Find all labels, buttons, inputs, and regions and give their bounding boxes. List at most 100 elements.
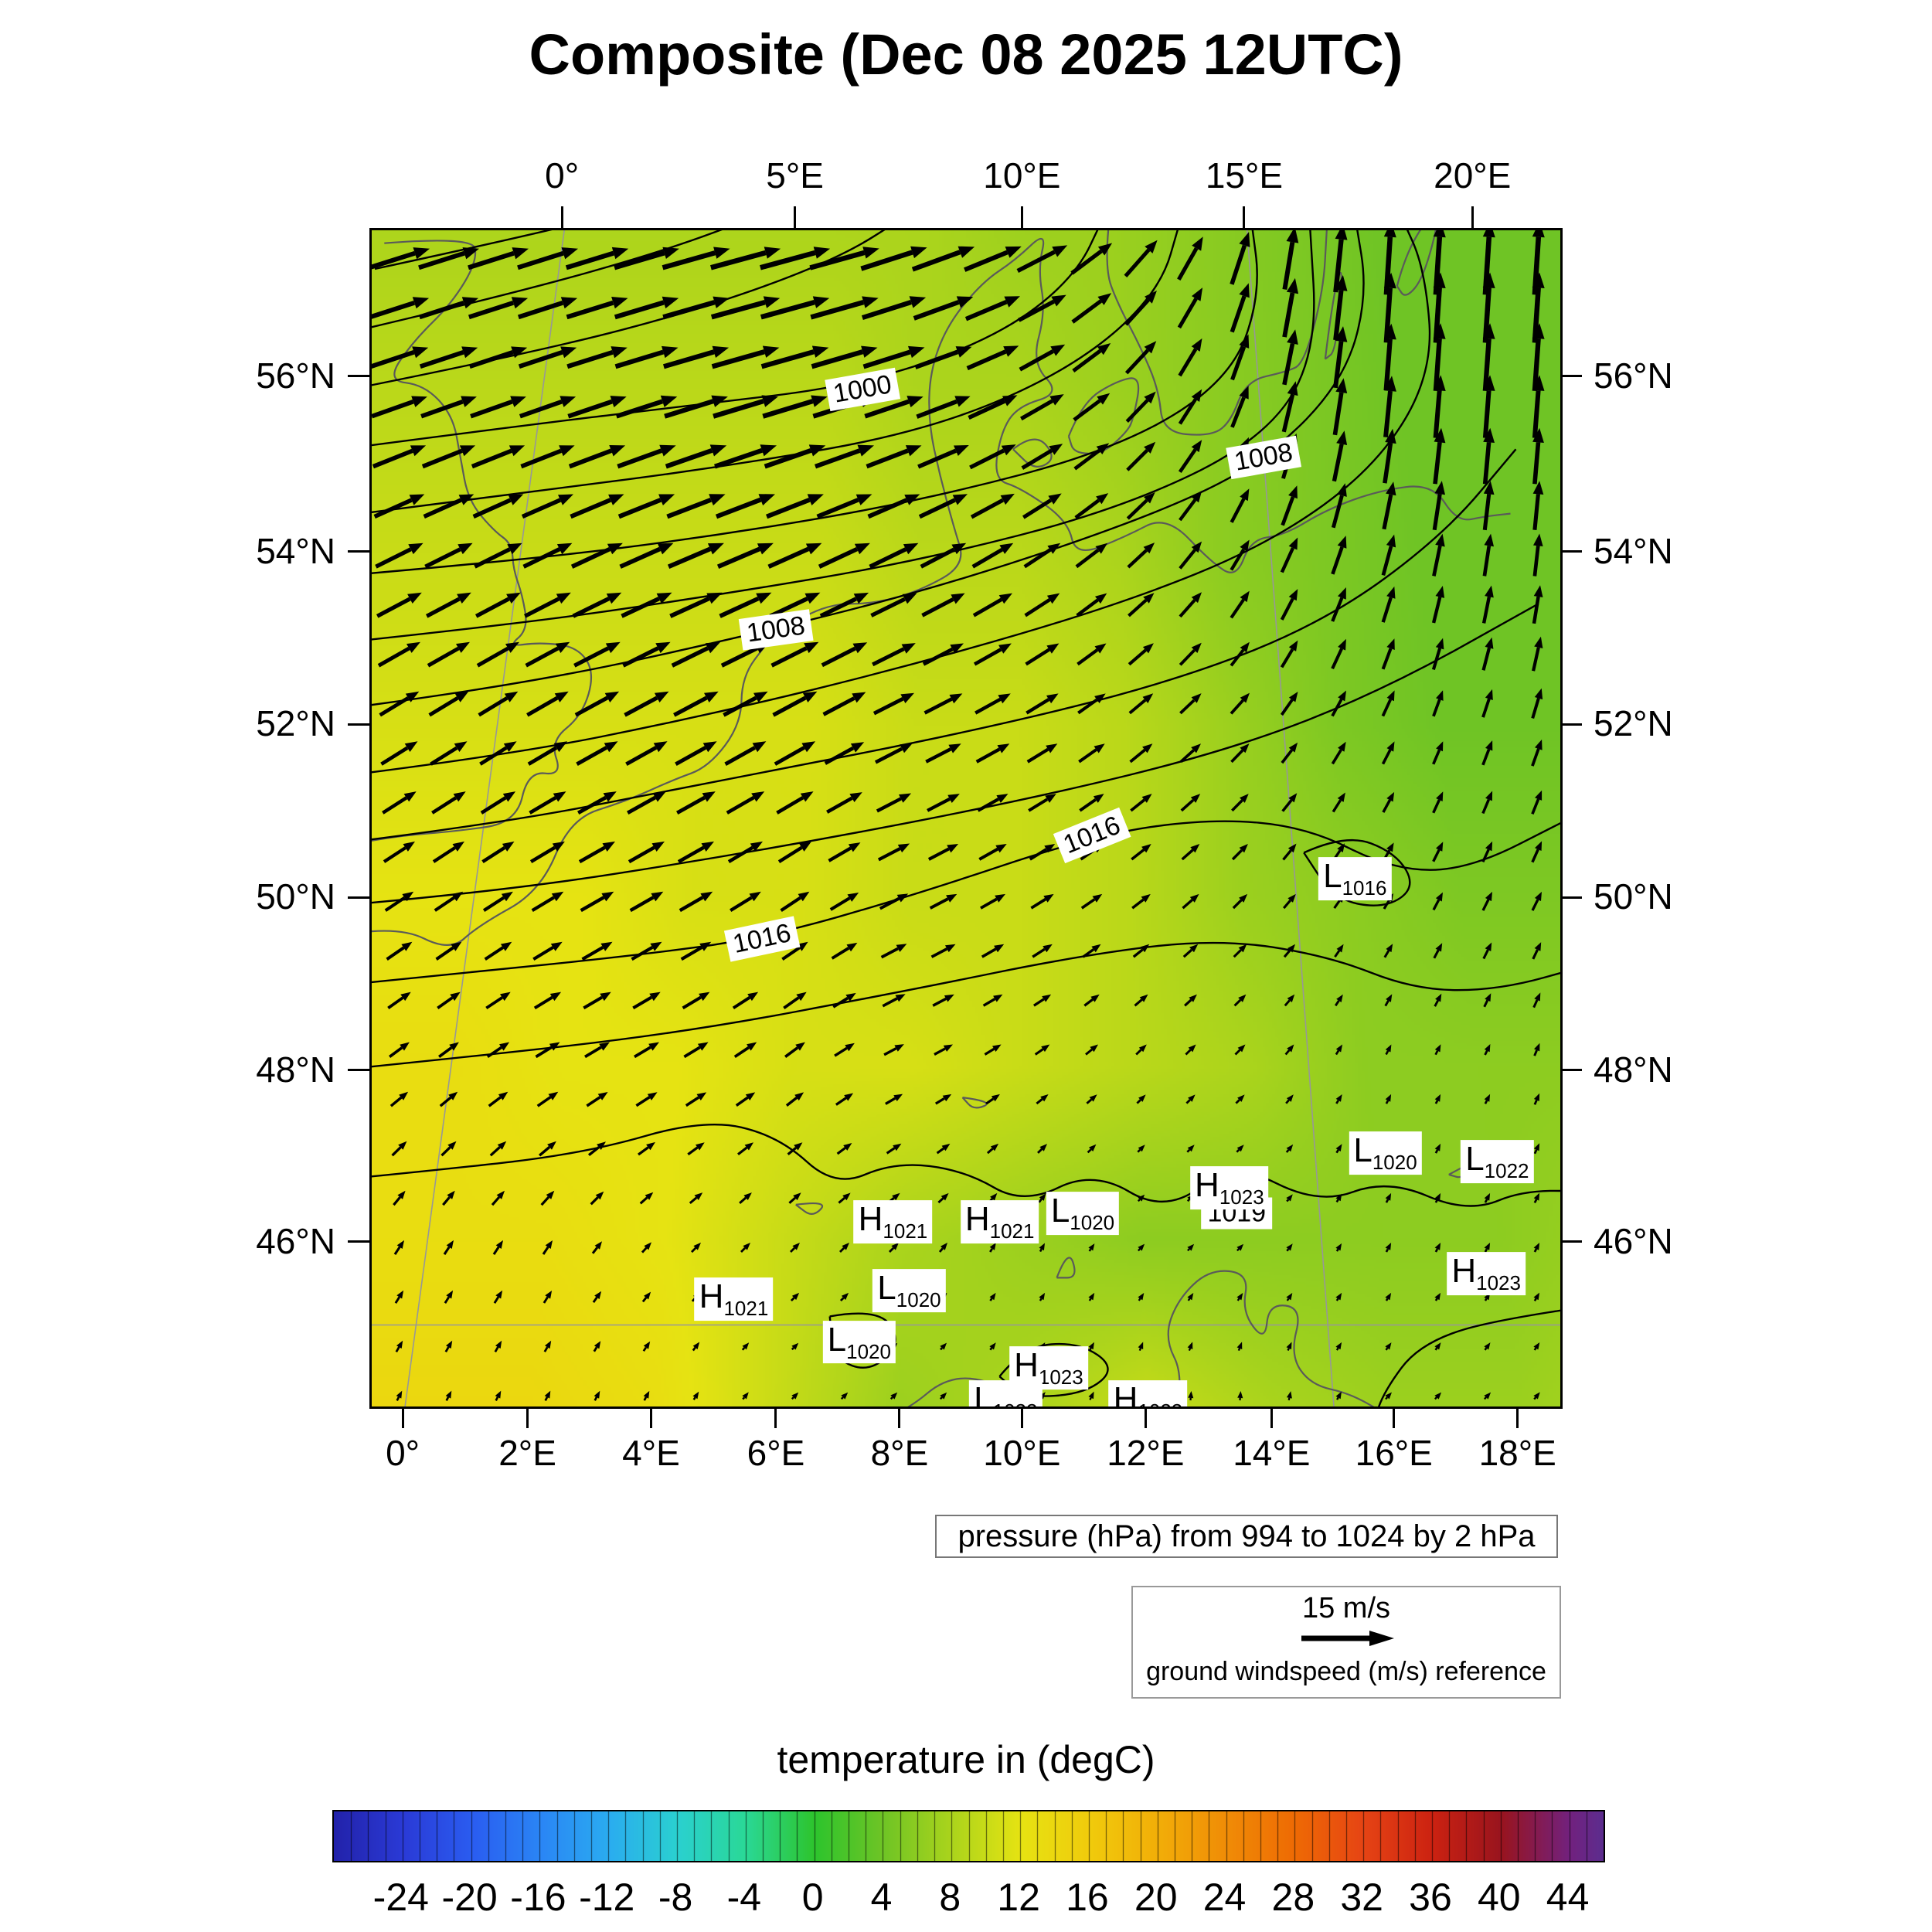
wind-vector-head xyxy=(1287,381,1298,396)
wind-vector xyxy=(781,946,801,961)
wind-vector-head xyxy=(794,1092,804,1101)
wind-vector xyxy=(1531,899,1539,911)
wind-vector-head xyxy=(990,1143,999,1151)
wind-vector xyxy=(1434,1347,1438,1351)
wind-vector-head xyxy=(1094,693,1106,703)
wind-vector xyxy=(573,646,610,668)
wind-vector xyxy=(1335,1149,1339,1154)
wind-vector xyxy=(1036,1098,1043,1105)
wind-vector xyxy=(886,1147,896,1155)
axis-tick-label-bottom: 4°E xyxy=(622,1433,680,1473)
wind-vector xyxy=(1127,549,1148,569)
wind-vector xyxy=(488,1096,502,1107)
wind-vector xyxy=(1230,648,1245,667)
wind-vector-head xyxy=(841,1292,849,1301)
map-plot-area: 1000 1008 1008 1016 1016 1019 L1016 L1020 L1022 H… xyxy=(369,228,1563,1409)
wind-vector xyxy=(872,647,905,667)
wind-vector xyxy=(627,795,656,815)
wind-vector xyxy=(1385,1199,1389,1203)
wind-vector-head xyxy=(446,1290,454,1299)
wind-vector-head xyxy=(412,297,430,309)
wind-vector xyxy=(1128,699,1147,715)
wind-vector-head xyxy=(1335,1044,1343,1053)
wind-vector xyxy=(818,546,859,569)
wind-vector-head xyxy=(743,1192,752,1200)
wind-vector xyxy=(790,1247,796,1253)
wind-vector xyxy=(860,250,913,271)
wind-vector-head xyxy=(791,1342,799,1350)
wind-vector-head xyxy=(1236,1293,1243,1301)
wind-vector-head xyxy=(955,346,972,358)
wind-vector-head xyxy=(397,1190,406,1199)
wind-vector-head xyxy=(1532,230,1545,238)
wind-vector-head xyxy=(399,1091,409,1100)
wind-vector-head xyxy=(758,494,775,506)
wind-vector xyxy=(489,1146,501,1157)
wind-vector-head xyxy=(1287,893,1296,903)
wind-vector-head xyxy=(1533,1192,1540,1201)
wind-vector-head xyxy=(900,743,913,753)
wind-vector xyxy=(1287,1348,1290,1352)
wind-vector xyxy=(590,1196,599,1206)
wind-vector-head xyxy=(1533,1292,1540,1301)
axis-tick-label-bottom: 0° xyxy=(386,1433,420,1473)
wind-vector-head xyxy=(862,296,879,308)
wind-vector xyxy=(975,747,1001,764)
wind-vector xyxy=(923,697,953,715)
wind-vector xyxy=(380,746,409,766)
wind-vector-head xyxy=(1089,1094,1097,1102)
wind-vector-head xyxy=(651,841,665,852)
wind-vector-head xyxy=(498,1091,509,1100)
wind-vector-head xyxy=(611,297,628,309)
wind-vector-head xyxy=(1386,586,1396,599)
wind-vector xyxy=(529,796,557,815)
wind-vector xyxy=(713,399,764,419)
wind-vector-head xyxy=(1000,493,1015,505)
wind-vector xyxy=(1018,299,1055,322)
wind-vector xyxy=(584,1046,602,1059)
axis-tick-label-bottom: 8°E xyxy=(870,1433,929,1473)
wind-vector xyxy=(375,547,412,569)
wind-vector xyxy=(423,498,462,519)
colorbar-tick-28: 28 xyxy=(1271,1876,1315,1919)
wind-vector xyxy=(1079,798,1097,812)
wind-vector-head xyxy=(1088,1391,1094,1400)
wind-vector-head xyxy=(1336,944,1344,953)
wind-vector-head xyxy=(952,494,968,505)
wind-vector-head xyxy=(651,891,664,902)
wind-vector xyxy=(1432,493,1442,531)
wind-vector-head xyxy=(660,395,678,407)
wind-vector-head xyxy=(943,1044,953,1052)
coastline xyxy=(795,1202,823,1215)
wind-vector xyxy=(494,1346,499,1353)
wind-vector xyxy=(1481,899,1490,911)
wind-vector xyxy=(937,1197,944,1204)
wind-vector xyxy=(1331,749,1342,765)
wind-vector-head xyxy=(662,345,679,359)
wind-vector-head xyxy=(1485,585,1494,598)
wind-vector-head xyxy=(753,691,768,702)
wind-vector-head xyxy=(646,1141,655,1151)
wind-vector-head xyxy=(1048,493,1062,505)
wind-vector-head xyxy=(1142,693,1154,703)
wind-vector xyxy=(1026,698,1050,715)
wind-vector xyxy=(492,1246,500,1255)
wind-vector-head xyxy=(1436,842,1444,852)
wind-vector-head xyxy=(951,593,965,604)
wind-vector xyxy=(816,498,859,519)
tick-mark-bottom xyxy=(1393,1406,1396,1428)
wind-vector xyxy=(1533,1248,1538,1253)
wind-vector xyxy=(1385,1396,1388,1400)
wind-vector-head xyxy=(998,693,1011,704)
pressure-center-H-1023: H1023 xyxy=(1190,1165,1269,1209)
wind-vector-head xyxy=(989,1243,996,1250)
wind-vector-head xyxy=(1191,541,1202,553)
wind-vector xyxy=(879,896,900,910)
wind-vector xyxy=(973,648,1002,666)
wind-vector xyxy=(1032,998,1045,1007)
wind-vector xyxy=(921,597,954,617)
wind-vector-head xyxy=(606,592,622,604)
wind-vector xyxy=(1532,494,1540,531)
wind-vector-head xyxy=(650,941,662,951)
pressure-center-L-1020: L1020 xyxy=(1046,1192,1120,1235)
